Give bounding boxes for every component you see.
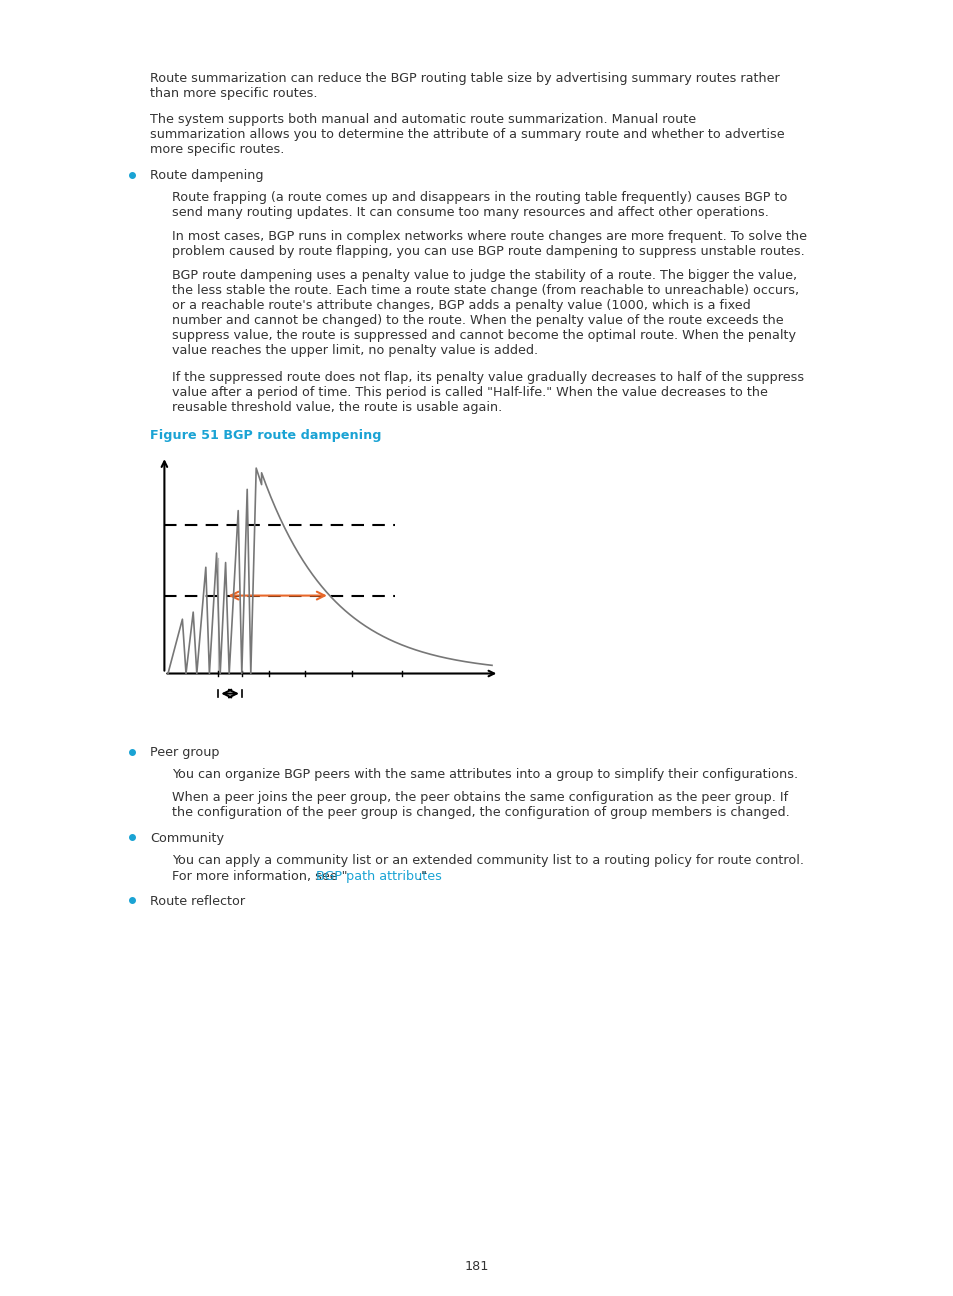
Text: Figure 51 BGP route dampening: Figure 51 BGP route dampening [150,429,381,442]
Text: BGP route dampening uses a penalty value to judge the stability of a route. The : BGP route dampening uses a penalty value… [172,268,799,356]
Text: 181: 181 [464,1260,489,1273]
Text: When a peer joins the peer group, the peer obtains the same configuration as the: When a peer joins the peer group, the pe… [172,792,789,819]
Text: The system supports both manual and automatic route summarization. Manual route
: The system supports both manual and auto… [150,113,783,156]
Text: Route summarization can reduce the BGP routing table size by advertising summary: Route summarization can reduce the BGP r… [150,73,779,100]
Text: You can apply a community list or an extended community list to a routing policy: You can apply a community list or an ext… [172,854,803,867]
Text: In most cases, BGP runs in complex networks where route changes are more frequen: In most cases, BGP runs in complex netwo… [172,229,806,258]
Text: Route dampening: Route dampening [150,168,263,181]
Text: Route frapping (a route comes up and disappears in the routing table frequently): Route frapping (a route comes up and dis… [172,191,786,219]
Text: You can organize BGP peers with the same attributes into a group to simplify the: You can organize BGP peers with the same… [172,769,798,781]
Text: Community: Community [150,832,224,845]
Text: Peer group: Peer group [150,746,219,759]
Text: For more information, see ": For more information, see " [172,870,347,883]
Text: If the suppressed route does not flap, its penalty value gradually decreases to : If the suppressed route does not flap, i… [172,371,803,413]
Text: Route reflector: Route reflector [150,894,245,907]
Text: BGP path attributes: BGP path attributes [316,870,442,883]
Text: .": ." [417,870,428,883]
